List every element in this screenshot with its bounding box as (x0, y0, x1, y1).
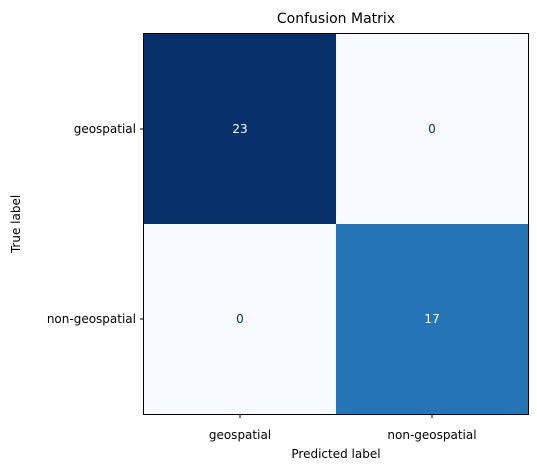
heatmap-cell (336, 34, 528, 224)
y-axis-label: True label (9, 195, 23, 254)
y-axis-ticks: geospatial non-geospatial (47, 122, 144, 326)
heatmap-cell (144, 34, 336, 224)
heatmap-cell (144, 224, 336, 414)
x-axis-label: Predicted label (291, 447, 380, 461)
cell-value-label: 0 (236, 312, 244, 326)
heatmap-cell-labels: 23 0 0 17 (232, 122, 439, 326)
y-tick-label: non-geospatial (47, 312, 136, 326)
plot-frame (143, 33, 529, 415)
x-tick-label: geospatial (209, 428, 271, 442)
cell-value-label: 23 (232, 122, 247, 136)
x-axis-ticks: geospatial non-geospatial (209, 414, 477, 442)
heatmap-cell (336, 224, 528, 414)
x-tick-label: non-geospatial (387, 428, 476, 442)
chart-title: Confusion Matrix (277, 11, 395, 27)
heatmap-cells (144, 34, 528, 414)
cell-value-label: 17 (424, 312, 439, 326)
cell-value-label: 0 (428, 122, 436, 136)
y-tick-label: geospatial (74, 122, 136, 136)
